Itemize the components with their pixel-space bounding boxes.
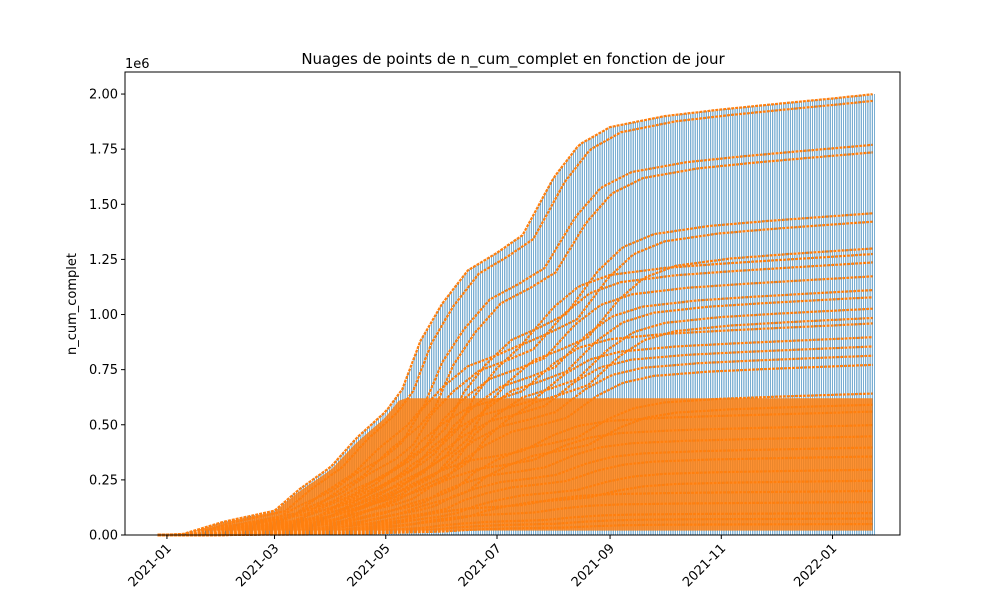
data-curve bbox=[157, 247, 873, 537]
chart-title: Nuages de points de n_cum_complet en fon… bbox=[301, 50, 725, 69]
x-tick-label: 2021-09 bbox=[569, 541, 618, 590]
y-tick-label: 1.50 bbox=[89, 198, 118, 213]
data-curve bbox=[157, 296, 873, 537]
data-band bbox=[157, 398, 873, 535]
y-offset-label: 1e6 bbox=[125, 57, 150, 72]
y-tick-label: 1.75 bbox=[89, 143, 118, 158]
y-tick-label: 0.00 bbox=[89, 529, 118, 544]
x-tick-label: 2021-11 bbox=[680, 541, 729, 590]
x-tick-label: 2021-05 bbox=[345, 541, 394, 590]
y-tick-label: 0.75 bbox=[89, 363, 118, 378]
y-tick-label: 1.25 bbox=[89, 253, 118, 268]
series-orange bbox=[157, 93, 873, 537]
data-curve bbox=[157, 345, 873, 537]
x-tick-label: 2022-01 bbox=[791, 541, 840, 590]
plot-frame bbox=[124, 71, 901, 536]
y-tick-label: 2.00 bbox=[89, 88, 118, 103]
x-tick-label: 2021-01 bbox=[126, 541, 175, 590]
data-curve bbox=[157, 93, 873, 537]
data-curve bbox=[157, 289, 873, 537]
y-axis-label: n_cum_complet bbox=[65, 253, 80, 355]
x-tick-label: 2021-03 bbox=[233, 541, 282, 590]
y-tick-label: 0.50 bbox=[89, 418, 118, 433]
data-layer bbox=[157, 93, 875, 537]
y-tick-label: 0.25 bbox=[89, 473, 118, 488]
x-tick-label: 2021-07 bbox=[456, 541, 505, 590]
y-tick-label: 1.00 bbox=[89, 308, 118, 323]
